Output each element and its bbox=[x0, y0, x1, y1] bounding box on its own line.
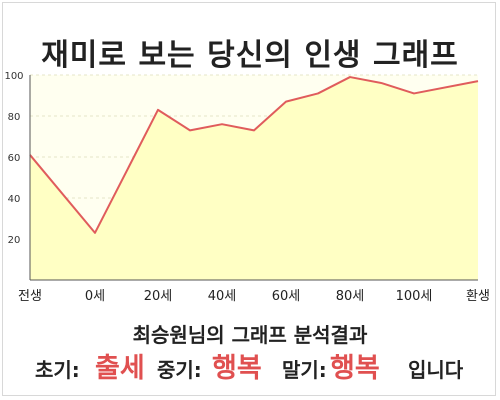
y-tick-label: 100 bbox=[4, 71, 23, 82]
y-tick-label: 80 bbox=[8, 112, 21, 123]
mid-label: 중기: bbox=[157, 358, 202, 382]
summary-suffix: 입니다 bbox=[408, 358, 464, 382]
summary-title: 최승원님의 그래프 분석결과 bbox=[132, 323, 368, 347]
late-label: 말기: bbox=[282, 358, 327, 382]
y-tick-labels: 20 40 60 80 100 bbox=[4, 71, 23, 246]
x-tick-label: 0세 bbox=[85, 289, 105, 304]
summary-line: 초기: 출세 중기: 행복 말기: 행복 입니다 bbox=[0, 346, 500, 384]
x-tick-label: 전생 bbox=[18, 289, 42, 304]
chart-title: 재미로 보는 당신의 인생 그래프 bbox=[41, 38, 459, 73]
x-tick-label: 80세 bbox=[336, 289, 365, 304]
early-value: 출세 bbox=[95, 353, 145, 384]
late-value: 행복 bbox=[330, 353, 380, 384]
y-tick-label: 20 bbox=[8, 235, 21, 246]
mid-value: 행복 bbox=[212, 353, 262, 384]
x-tick-label: 40세 bbox=[208, 289, 237, 304]
x-tick-label: 60세 bbox=[272, 289, 301, 304]
x-tick-label: 20세 bbox=[144, 289, 173, 304]
x-tick-label: 100세 bbox=[396, 289, 433, 304]
series-area bbox=[30, 77, 478, 280]
series-line bbox=[29, 76, 479, 234]
y-tick-label: 60 bbox=[8, 153, 21, 164]
x-tick-label: 환생 bbox=[466, 289, 490, 304]
early-label: 초기: bbox=[35, 358, 80, 382]
data-area bbox=[29, 76, 479, 280]
image-frame bbox=[2, 2, 496, 396]
axes bbox=[29, 75, 478, 281]
x-tick-labels: 전생 0세 20세 40세 60세 80세 100세 환생 bbox=[18, 289, 490, 304]
y-tick-label: 40 bbox=[8, 194, 21, 205]
